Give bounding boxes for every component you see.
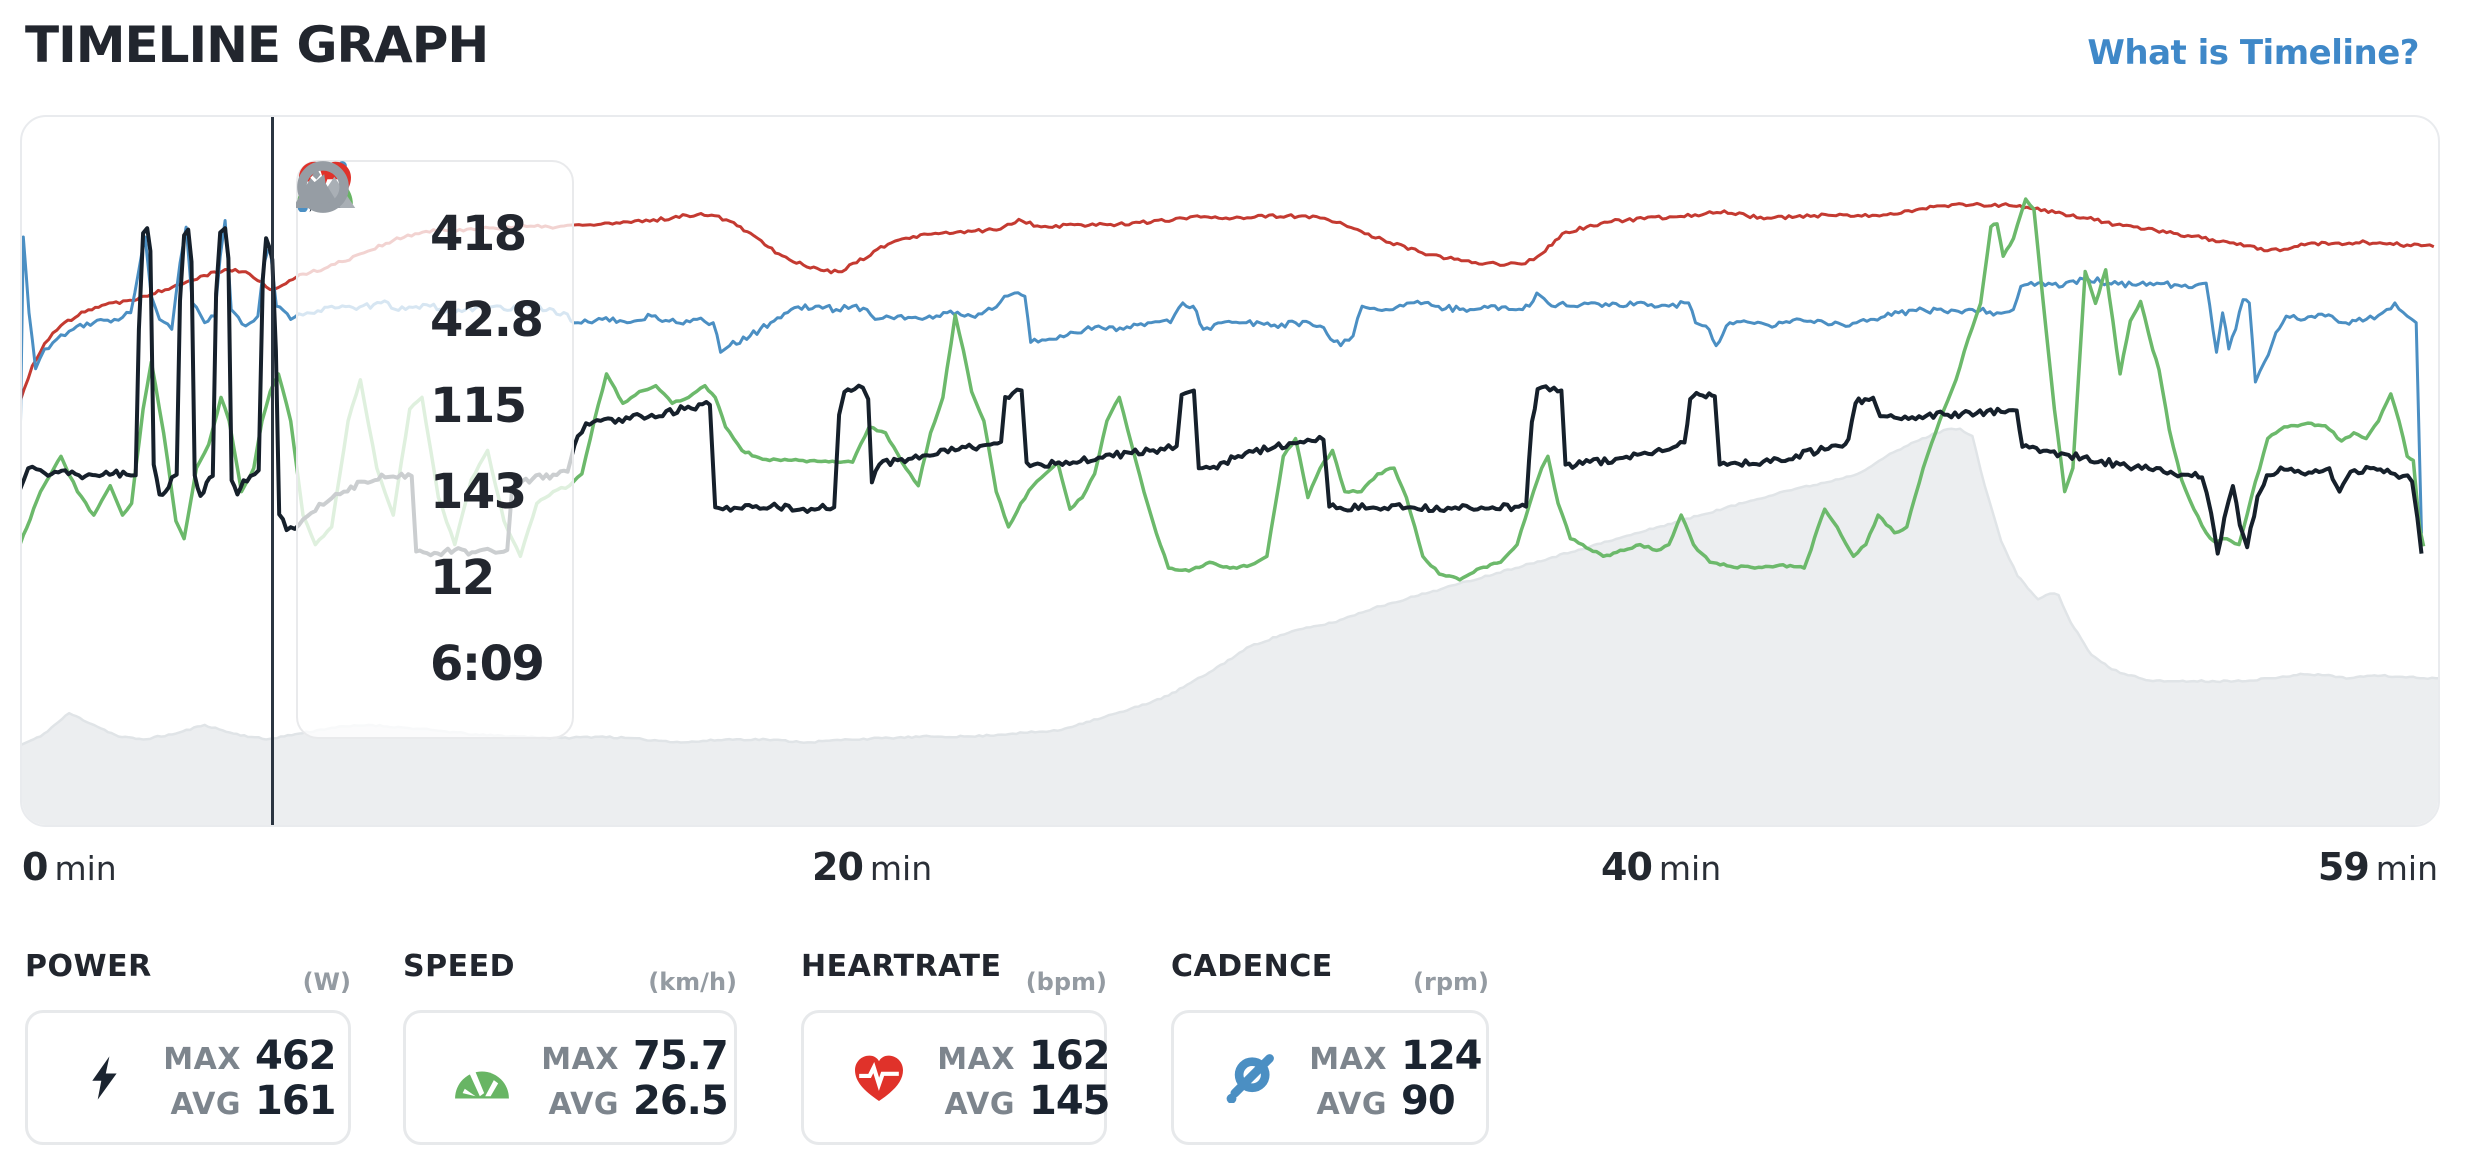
stat-heartrate-unit: (bpm) (1025, 968, 1107, 996)
tooltip-row-cadence: 115 (297, 161, 572, 449)
max-label: MAX (541, 1041, 619, 1077)
chart-panel[interactable]: 418 42.8 (20, 115, 2440, 827)
avg-label: AVG (944, 1086, 1015, 1122)
stat-power-card: MAX 462 AVG 161 (25, 1010, 351, 1145)
stat-speed: SPEED (km/h) MAX 75.7 AVG 26.5 (403, 940, 737, 1145)
page-title: TIMELINE GRAPH (25, 16, 489, 74)
x-tick-40: 40 min (1601, 845, 1722, 889)
tooltip-heartrate-value: 143 (430, 464, 527, 520)
what-is-timeline-link[interactable]: What is Timeline? (2087, 33, 2419, 73)
cadence-max-value: 124 (1401, 1032, 1482, 1079)
tooltip-elevation-value: 12 (430, 550, 495, 606)
tooltip-cadence-value: 115 (430, 378, 527, 434)
tooltip-speed-value: 42.8 (430, 292, 544, 348)
x-tick-59: 59 min (2317, 845, 2438, 889)
stat-speed-card: MAX 75.7 AVG 26.5 (403, 1010, 737, 1145)
x-tick-0: 0 min (22, 845, 117, 889)
tooltip-row-time: 6:09 (297, 161, 572, 707)
chart-tooltip: 418 42.8 (296, 160, 574, 739)
tooltip-row-speed: 42.8 (297, 174, 572, 363)
tooltip-row-power: 418 (303, 161, 572, 277)
speed-avg-value: 26.5 (633, 1077, 729, 1124)
stat-cadence-card: MAX 124 AVG 90 (1171, 1010, 1489, 1145)
power-bolt-icon (76, 1054, 132, 1102)
stat-cadence: CADENCE (rpm) MAX 124 AVG 90 (1171, 940, 1489, 1145)
tooltip-row-heartrate: 143 (299, 161, 572, 535)
stat-power: POWER (W) MAX 462 AVG 161 (25, 940, 351, 1145)
x-axis: 0 min 20 min 40 min 59 min (20, 845, 2440, 889)
avg-label: AVG (1316, 1086, 1387, 1122)
chart-canvas (22, 197, 2438, 825)
stat-speed-unit: (km/h) (648, 968, 737, 996)
summary-stats: POWER (W) MAX 462 AVG 161 SPEED (km/h) (25, 940, 2445, 1150)
cadence-avg-value: 90 (1401, 1077, 1456, 1124)
x-tick-20: 20 min (812, 845, 933, 889)
heartrate-avg-value: 145 (1029, 1077, 1110, 1124)
heartrate-max-value: 162 (1029, 1032, 1110, 1079)
stat-heartrate-title: HEARTRATE (801, 949, 1002, 984)
heartrate-icon (852, 1054, 906, 1102)
power-avg-value: 161 (255, 1077, 336, 1124)
stat-heartrate-card: MAX 162 AVG 145 (801, 1010, 1110, 1145)
stat-cadence-unit: (rpm) (1413, 968, 1489, 996)
max-label: MAX (937, 1041, 1015, 1077)
tooltip-time-value: 6:09 (430, 636, 545, 692)
stat-speed-title: SPEED (403, 949, 515, 984)
stat-heartrate: HEARTRATE (bpm) MAX 162 AVG 145 (801, 940, 1110, 1145)
stat-power-unit: (W) (302, 968, 351, 996)
speed-gauge-icon (454, 1056, 510, 1100)
tooltip-power-value: 418 (430, 206, 527, 262)
power-max-value: 462 (255, 1032, 336, 1079)
stat-power-title: POWER (25, 949, 152, 984)
timeline-graph[interactable]: 418 42.8 (20, 115, 2440, 827)
tooltip-row-elevation: 12 (296, 168, 572, 621)
stat-cadence-title: CADENCE (1171, 949, 1333, 984)
max-label: MAX (163, 1041, 241, 1077)
speed-max-value: 75.7 (633, 1032, 729, 1079)
avg-label: AVG (170, 1086, 241, 1122)
max-label: MAX (1309, 1041, 1387, 1077)
cursor-line[interactable] (270, 117, 274, 825)
cadence-icon (1222, 1053, 1278, 1103)
avg-label: AVG (548, 1086, 619, 1122)
